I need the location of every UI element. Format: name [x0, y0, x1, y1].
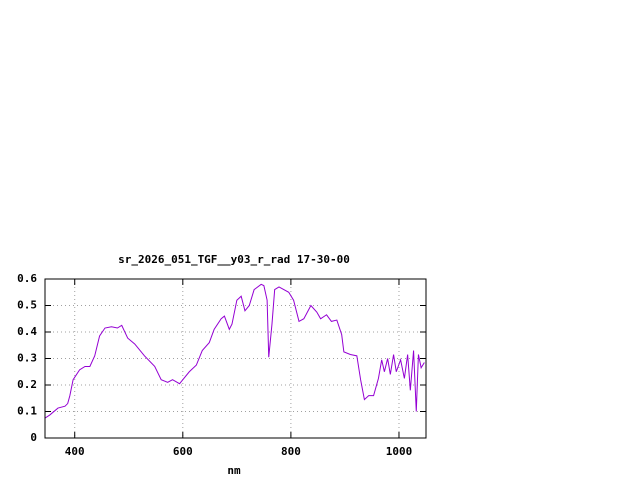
plot-border [44, 278, 427, 439]
y-tick-label: 0.4 [17, 325, 37, 338]
y-tick-label: 0.5 [17, 299, 37, 312]
data-line [44, 283, 425, 419]
x-tick-label: 800 [281, 445, 301, 458]
y-tick-label: 0.1 [17, 405, 37, 418]
chart-title: sr_2026_051_TGF__y03_r_rad 17-30-00 [118, 253, 350, 266]
x-tick-label: 1000 [386, 445, 413, 458]
y-tick-label: 0.3 [17, 352, 37, 365]
x-tick-label: 400 [65, 445, 85, 458]
y-tick-label: 0.6 [17, 272, 37, 285]
x-tick-label: 600 [173, 445, 193, 458]
y-tick-label: 0.2 [17, 378, 37, 391]
x-axis-label: nm [227, 464, 241, 477]
y-tick-label: 0 [30, 431, 37, 444]
